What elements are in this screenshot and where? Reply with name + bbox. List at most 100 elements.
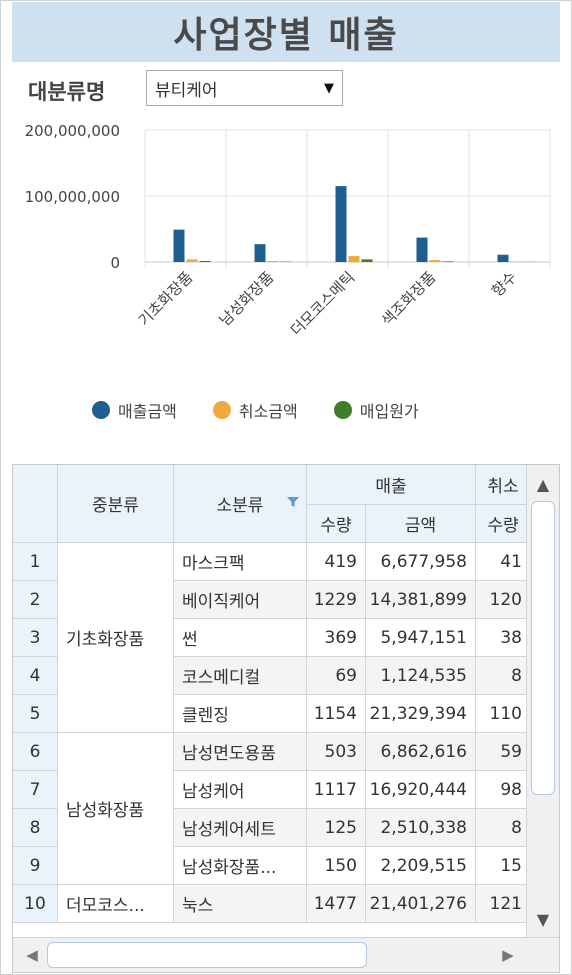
sales-qty-cell[interactable]: 369	[307, 619, 366, 657]
sub-category-cell[interactable]: 남성케어	[174, 771, 307, 809]
bar-1-0	[186, 259, 198, 262]
header-sales-group: 매출	[307, 465, 476, 505]
sales-qty-cell[interactable]: 1117	[307, 771, 366, 809]
legend-label-cost: 매입원가	[359, 402, 419, 421]
cancel-qty-cell[interactable]: 15	[476, 847, 531, 885]
cancel-qty-cell[interactable]: 110	[476, 695, 531, 733]
sales-amount-cell[interactable]: 21,401,276	[366, 885, 476, 923]
sub-category-cell[interactable]: 썬	[174, 619, 307, 657]
x-tick-label: 더모코스메틱	[287, 268, 358, 339]
bar-0-0	[173, 229, 185, 262]
sub-category-cell[interactable]: 클렌징	[174, 695, 307, 733]
sub-category-cell[interactable]: 남성면도용품	[174, 733, 307, 771]
bar-1-3	[429, 260, 441, 262]
funnel-icon[interactable]	[286, 495, 300, 509]
sub-category-cell[interactable]: 베이직케어	[174, 581, 307, 619]
header-corner	[13, 465, 58, 543]
legend-swatch-sales	[92, 401, 110, 419]
x-tick-label: 향수	[488, 268, 520, 300]
sales-qty-cell[interactable]: 150	[307, 847, 366, 885]
cancel-qty-cell[interactable]: 38	[476, 619, 531, 657]
filter-label: 대분류명	[28, 80, 106, 104]
cancel-qty-cell[interactable]: 8	[476, 809, 531, 847]
header-sales-qty[interactable]: 수량	[307, 505, 366, 543]
bar-2-2	[361, 259, 373, 262]
sales-chart: 200,000,000 100,000,000 0 기초화장품 남성화장품 더모코스메틱 색…	[25, 122, 551, 339]
y-tick-label: 100,000,000	[25, 188, 120, 206]
sales-amount-cell[interactable]: 6,677,958	[366, 543, 476, 581]
chart-legend: 매출금액 취소금액 매입원가	[92, 398, 419, 422]
sales-qty-cell[interactable]: 503	[307, 733, 366, 771]
category-select-value: 뷰티케어	[155, 80, 218, 101]
sales-qty-cell[interactable]: 1477	[307, 885, 366, 923]
header-sub-category[interactable]: 소분류	[174, 465, 307, 543]
row-number[interactable]: 3	[13, 619, 58, 657]
x-tick-label: 색조화장품	[378, 268, 440, 330]
sales-amount-cell[interactable]: 21,329,394	[366, 695, 476, 733]
triangle-up-icon[interactable]: ▲	[536, 474, 550, 494]
legend-item-cancel[interactable]: 취소금액	[212, 398, 298, 422]
sales-amount-cell[interactable]: 16,920,444	[366, 771, 476, 809]
row-number[interactable]: 10	[13, 885, 58, 923]
sales-amount-cell[interactable]: 1,124,535	[366, 657, 476, 695]
triangle-down-icon[interactable]: ▼	[536, 909, 550, 929]
sub-category-cell[interactable]: 마스크팩	[174, 543, 307, 581]
legend-item-sales[interactable]: 매출금액	[92, 398, 177, 422]
bar-0-2	[335, 186, 347, 262]
sales-amount-cell[interactable]: 6,862,616	[366, 733, 476, 771]
sub-category-cell[interactable]: 코스메디컬	[174, 657, 307, 695]
mid-category-cell[interactable]: 기초화장품	[58, 543, 174, 733]
row-number[interactable]: 9	[13, 847, 58, 885]
triangle-left-icon[interactable]: ◀	[26, 946, 38, 964]
row-number[interactable]: 1	[13, 543, 58, 581]
sub-category-cell[interactable]: 눅스	[174, 885, 307, 923]
sub-category-cell[interactable]: 남성화장품...	[174, 847, 307, 885]
legend-swatch-cancel	[212, 401, 231, 419]
bar-1-2	[348, 256, 360, 262]
vertical-scrollbar[interactable]: ▲ ▼	[526, 465, 559, 938]
legend-label-cancel: 취소금액	[238, 402, 298, 421]
x-tick-label: 남성화장품	[216, 268, 278, 330]
sales-amount-cell[interactable]: 14,381,899	[366, 581, 476, 619]
cancel-qty-cell[interactable]: 121	[476, 885, 531, 923]
cancel-qty-cell[interactable]: 98	[476, 771, 531, 809]
header-mid-category[interactable]: 중분류	[58, 465, 174, 543]
mid-category-cell[interactable]: 남성화장품	[58, 733, 174, 885]
sales-qty-cell[interactable]: 1154	[307, 695, 366, 733]
horizontal-scrollbar[interactable]: ◀ ▶	[13, 937, 559, 972]
row-number[interactable]: 6	[13, 733, 58, 771]
sales-amount-cell[interactable]: 2,510,338	[366, 809, 476, 847]
y-tick-label: 0	[110, 254, 120, 272]
bar-2-0	[199, 261, 211, 262]
mid-category-cell[interactable]: 더모코스...	[58, 885, 174, 923]
header-sales-amount[interactable]: 금액	[366, 505, 476, 543]
sales-qty-cell[interactable]: 125	[307, 809, 366, 847]
row-number[interactable]: 2	[13, 581, 58, 619]
sales-qty-cell[interactable]: 1229	[307, 581, 366, 619]
x-tick-label: 기초화장품	[135, 268, 197, 330]
legend-item-cost[interactable]: 매입원가	[333, 398, 419, 422]
header-cancel-qty[interactable]: 수량	[476, 505, 531, 543]
legend-swatch-cost	[333, 401, 352, 419]
row-number[interactable]: 8	[13, 809, 58, 847]
cancel-qty-cell[interactable]: 59	[476, 733, 531, 771]
row-number[interactable]: 4	[13, 657, 58, 695]
sales-qty-cell[interactable]: 419	[307, 543, 366, 581]
vertical-scroll-thumb[interactable]	[531, 501, 555, 795]
cancel-qty-cell[interactable]: 41	[476, 543, 531, 581]
header-cancel-group: 취소	[476, 465, 531, 505]
row-number[interactable]: 7	[13, 771, 58, 809]
cancel-qty-cell[interactable]: 8	[476, 657, 531, 695]
y-tick-label: 200,000,000	[25, 122, 120, 140]
sales-qty-cell[interactable]: 69	[307, 657, 366, 695]
sales-amount-cell[interactable]: 5,947,151	[366, 619, 476, 657]
horizontal-scroll-thumb[interactable]	[47, 942, 367, 968]
cancel-qty-cell[interactable]: 120	[476, 581, 531, 619]
sub-category-cell[interactable]: 남성케어세트	[174, 809, 307, 847]
triangle-right-icon[interactable]: ▶	[502, 946, 514, 964]
row-number[interactable]: 5	[13, 695, 58, 733]
legend-label-sales: 매출금액	[118, 402, 177, 421]
sales-amount-cell[interactable]: 2,209,515	[366, 847, 476, 885]
sales-grid: 중분류 소분류 매출 취소 수량 금액 수량 1 마스크팩 419 6,677,958…	[12, 464, 560, 973]
category-select[interactable]: 뷰티케어 ▼	[146, 70, 343, 106]
